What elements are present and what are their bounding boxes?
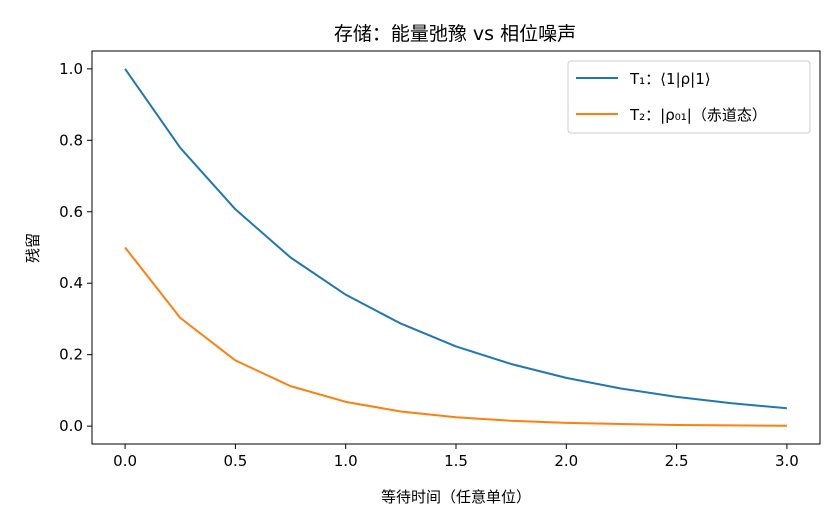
x-tick-label: 1.5 — [444, 452, 468, 470]
y-tick-label: 1.0 — [59, 60, 83, 78]
x-tick-label: 1.0 — [334, 452, 358, 470]
series-line-t1 — [124, 68, 788, 410]
x-tick-label: 3.0 — [775, 452, 799, 470]
y-axis: 0.0 0.2 0.4 0.6 0.8 1.0 — [59, 60, 92, 435]
x-axis: 0.0 0.5 1.0 1.5 2.0 2.5 3.0 — [113, 444, 799, 470]
y-tick-label: 0.2 — [59, 346, 83, 364]
x-axis-label: 等待时间（任意单位） — [381, 488, 531, 506]
y-tick-label: 0.0 — [59, 417, 83, 435]
y-tick-label: 0.8 — [59, 131, 83, 149]
legend-box — [567, 60, 811, 134]
y-axis-label: 残留 — [24, 233, 42, 263]
series-line-t2 — [124, 246, 787, 427]
legend-label-t1: T₁：⟨1|ρ|1⟩ — [629, 70, 711, 88]
legend-label-t2: T₂：|ρ₀₁|（赤道态） — [629, 106, 767, 124]
x-tick-label: 0.5 — [223, 452, 247, 470]
y-tick-label: 0.4 — [59, 274, 83, 292]
x-tick-label: 0.0 — [113, 452, 137, 470]
x-tick-label: 2.5 — [665, 452, 689, 470]
plot-area — [124, 68, 788, 427]
chart-title: 存储：能量弛豫 vs 相位噪声 — [334, 23, 576, 45]
y-tick-label: 0.6 — [59, 203, 83, 221]
legend: T₁：⟨1|ρ|1⟩ T₂：|ρ₀₁|（赤道态） — [567, 60, 811, 134]
x-tick-label: 2.0 — [554, 452, 578, 470]
